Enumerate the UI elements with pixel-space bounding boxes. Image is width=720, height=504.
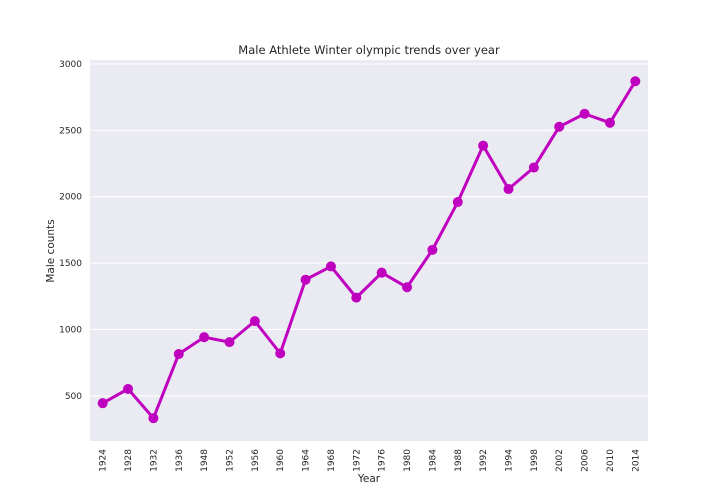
y-tick-label: 3000 — [59, 60, 82, 70]
data-point — [427, 244, 438, 255]
x-tick-label: 1952 — [226, 449, 236, 472]
x-tick-label: 1964 — [302, 449, 312, 472]
data-point — [554, 121, 565, 132]
x-tick-label: 1960 — [276, 449, 286, 472]
y-tick-label: 1500 — [59, 259, 82, 269]
data-point — [249, 316, 260, 327]
x-tick-label: 2014 — [631, 449, 641, 472]
data-point — [579, 108, 590, 119]
data-point — [402, 282, 413, 293]
series-line — [101, 80, 637, 420]
x-tick-label: 2010 — [606, 449, 616, 472]
y-tick-label: 2500 — [59, 126, 82, 136]
y-axis-label: Male counts — [45, 219, 57, 282]
x-tick-label: 2006 — [581, 449, 591, 472]
data-point — [123, 383, 134, 394]
y-tick-label: 500 — [65, 392, 82, 402]
x-tick-label: 1936 — [175, 449, 185, 472]
data-point — [604, 117, 615, 128]
data-point — [503, 184, 514, 195]
x-tick-label: 1968 — [327, 449, 337, 472]
x-tick-label: 1928 — [124, 449, 134, 472]
data-point — [300, 274, 311, 285]
x-tick-label: 1980 — [403, 449, 413, 472]
data-point — [376, 267, 387, 278]
data-point — [452, 197, 463, 208]
x-tick-label: 1984 — [428, 449, 438, 472]
data-point — [478, 140, 489, 151]
data-point — [528, 162, 539, 173]
data-point — [275, 348, 286, 359]
chart-title: Male Athlete Winter olympic trends over … — [238, 43, 500, 57]
data-points — [97, 76, 641, 424]
plot-area — [90, 60, 648, 441]
data-point — [325, 261, 336, 272]
data-point — [351, 292, 362, 303]
data-point — [148, 413, 159, 424]
x-tick-label: 1976 — [378, 449, 388, 472]
x-axis-label: Year — [357, 473, 381, 485]
x-tick-label: 1932 — [149, 449, 159, 472]
x-tick-label: 1948 — [200, 449, 210, 472]
x-tick-label: 1956 — [251, 449, 261, 472]
data-point — [97, 398, 108, 409]
x-tick-label: 1924 — [99, 449, 109, 472]
data-point — [173, 349, 184, 360]
x-tick-label: 1972 — [352, 449, 362, 472]
data-point — [630, 76, 641, 87]
x-tick-labels: 1924 1928 1932 1936 1948 1952 1956 1960 1964 1968… — [99, 449, 642, 472]
x-tick-label: 1994 — [505, 449, 515, 472]
x-tick-label: 1992 — [479, 449, 489, 472]
x-tick-label: 1988 — [454, 449, 464, 472]
y-tick-label: 1000 — [59, 325, 82, 335]
x-tick-label: 1998 — [530, 449, 540, 472]
data-point — [199, 332, 210, 343]
x-tick-label: 2002 — [555, 449, 565, 472]
y-tick-labels: 500 1000 1500 2000 2500 3000 — [59, 60, 82, 402]
data-point — [224, 337, 235, 348]
gridlines — [90, 63, 648, 397]
y-tick-label: 2000 — [59, 193, 82, 203]
